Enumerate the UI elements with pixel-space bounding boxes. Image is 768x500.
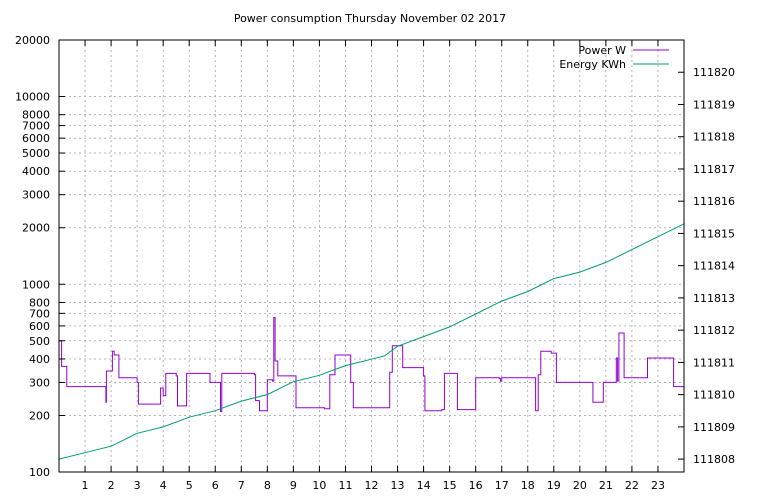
y2-tick-label: 111817	[693, 163, 735, 176]
y-tick-label: 600	[29, 320, 50, 333]
y2-tick-label: 111808	[693, 453, 735, 466]
y-tick-label: 800	[29, 296, 50, 309]
x-tick-label: 5	[186, 479, 193, 492]
x-tick-label: 10	[312, 479, 326, 492]
y-tick-label: 700	[29, 307, 50, 320]
x-tick-label: 4	[160, 479, 167, 492]
y2-tick-label: 111809	[693, 421, 735, 434]
x-tick-label: 17	[495, 479, 509, 492]
x-tick-label: 8	[264, 479, 271, 492]
y-tick-label: 400	[29, 353, 50, 366]
y2-tick-label: 111814	[693, 260, 735, 273]
y2-tick-label: 111820	[693, 66, 735, 79]
x-tick-label: 18	[521, 479, 535, 492]
series-line-energy	[58, 223, 685, 460]
x-tick-label: 12	[365, 479, 379, 492]
x-tick-label: 21	[599, 479, 613, 492]
y-tick-label: 200	[29, 409, 50, 422]
legend-label-energy: Energy KWh	[559, 58, 626, 71]
chart-title: Power consumption Thursday November 02 2…	[234, 12, 506, 25]
y-tick-label: 3000	[22, 189, 50, 202]
y2-tick-label: 111812	[693, 324, 735, 337]
series-layer	[58, 223, 685, 460]
x-tick-label: 9	[290, 479, 297, 492]
y-tick-label: 300	[29, 376, 50, 389]
y-tick-label: 100	[29, 466, 50, 479]
y-tick-label: 10000	[15, 91, 50, 104]
y2-tick-label: 111810	[693, 389, 735, 402]
y-tick-label: 8000	[22, 109, 50, 122]
x-tick-label: 20	[573, 479, 587, 492]
x-tick-label: 14	[417, 479, 431, 492]
x-tick-label: 19	[547, 479, 561, 492]
y2-tick-label: 111813	[693, 292, 735, 305]
y-tick-label: 1000	[22, 278, 50, 291]
x-tick-label: 16	[469, 479, 483, 492]
series-line-power	[59, 317, 684, 412]
x-tick-label: 1	[82, 479, 89, 492]
x-tick-label: 3	[134, 479, 141, 492]
y-tick-label: 4000	[22, 165, 50, 178]
y-tick-label: 20000	[15, 34, 50, 47]
y-tick-label: 6000	[22, 132, 50, 145]
y2-tick-label: 111819	[693, 98, 735, 111]
y-tick-label: 2000	[22, 222, 50, 235]
x-tick-label: 23	[651, 479, 665, 492]
y2-tick-label: 111818	[693, 131, 735, 144]
y-tick-label: 5000	[22, 147, 50, 160]
y-tick-label: 7000	[22, 120, 50, 133]
axis-ticks: 1 2 3 4 5 6 7 8 9 10 11 12 13 14 15 16 17 18 19 20 21 22 23100…	[15, 34, 735, 492]
y2-tick-label: 111816	[693, 195, 735, 208]
y2-tick-label: 111815	[693, 227, 735, 240]
legend-label-power: Power W	[578, 44, 626, 57]
y-tick-label: 500	[29, 335, 50, 348]
x-tick-label: 2	[108, 479, 115, 492]
x-tick-label: 6	[212, 479, 219, 492]
y2-tick-label: 111811	[693, 356, 735, 369]
x-tick-label: 13	[391, 479, 405, 492]
legend: Power W Energy KWh	[559, 44, 669, 71]
x-tick-label: 11	[338, 479, 352, 492]
x-tick-label: 15	[443, 479, 457, 492]
x-tick-label: 22	[625, 479, 639, 492]
x-tick-label: 7	[238, 479, 245, 492]
